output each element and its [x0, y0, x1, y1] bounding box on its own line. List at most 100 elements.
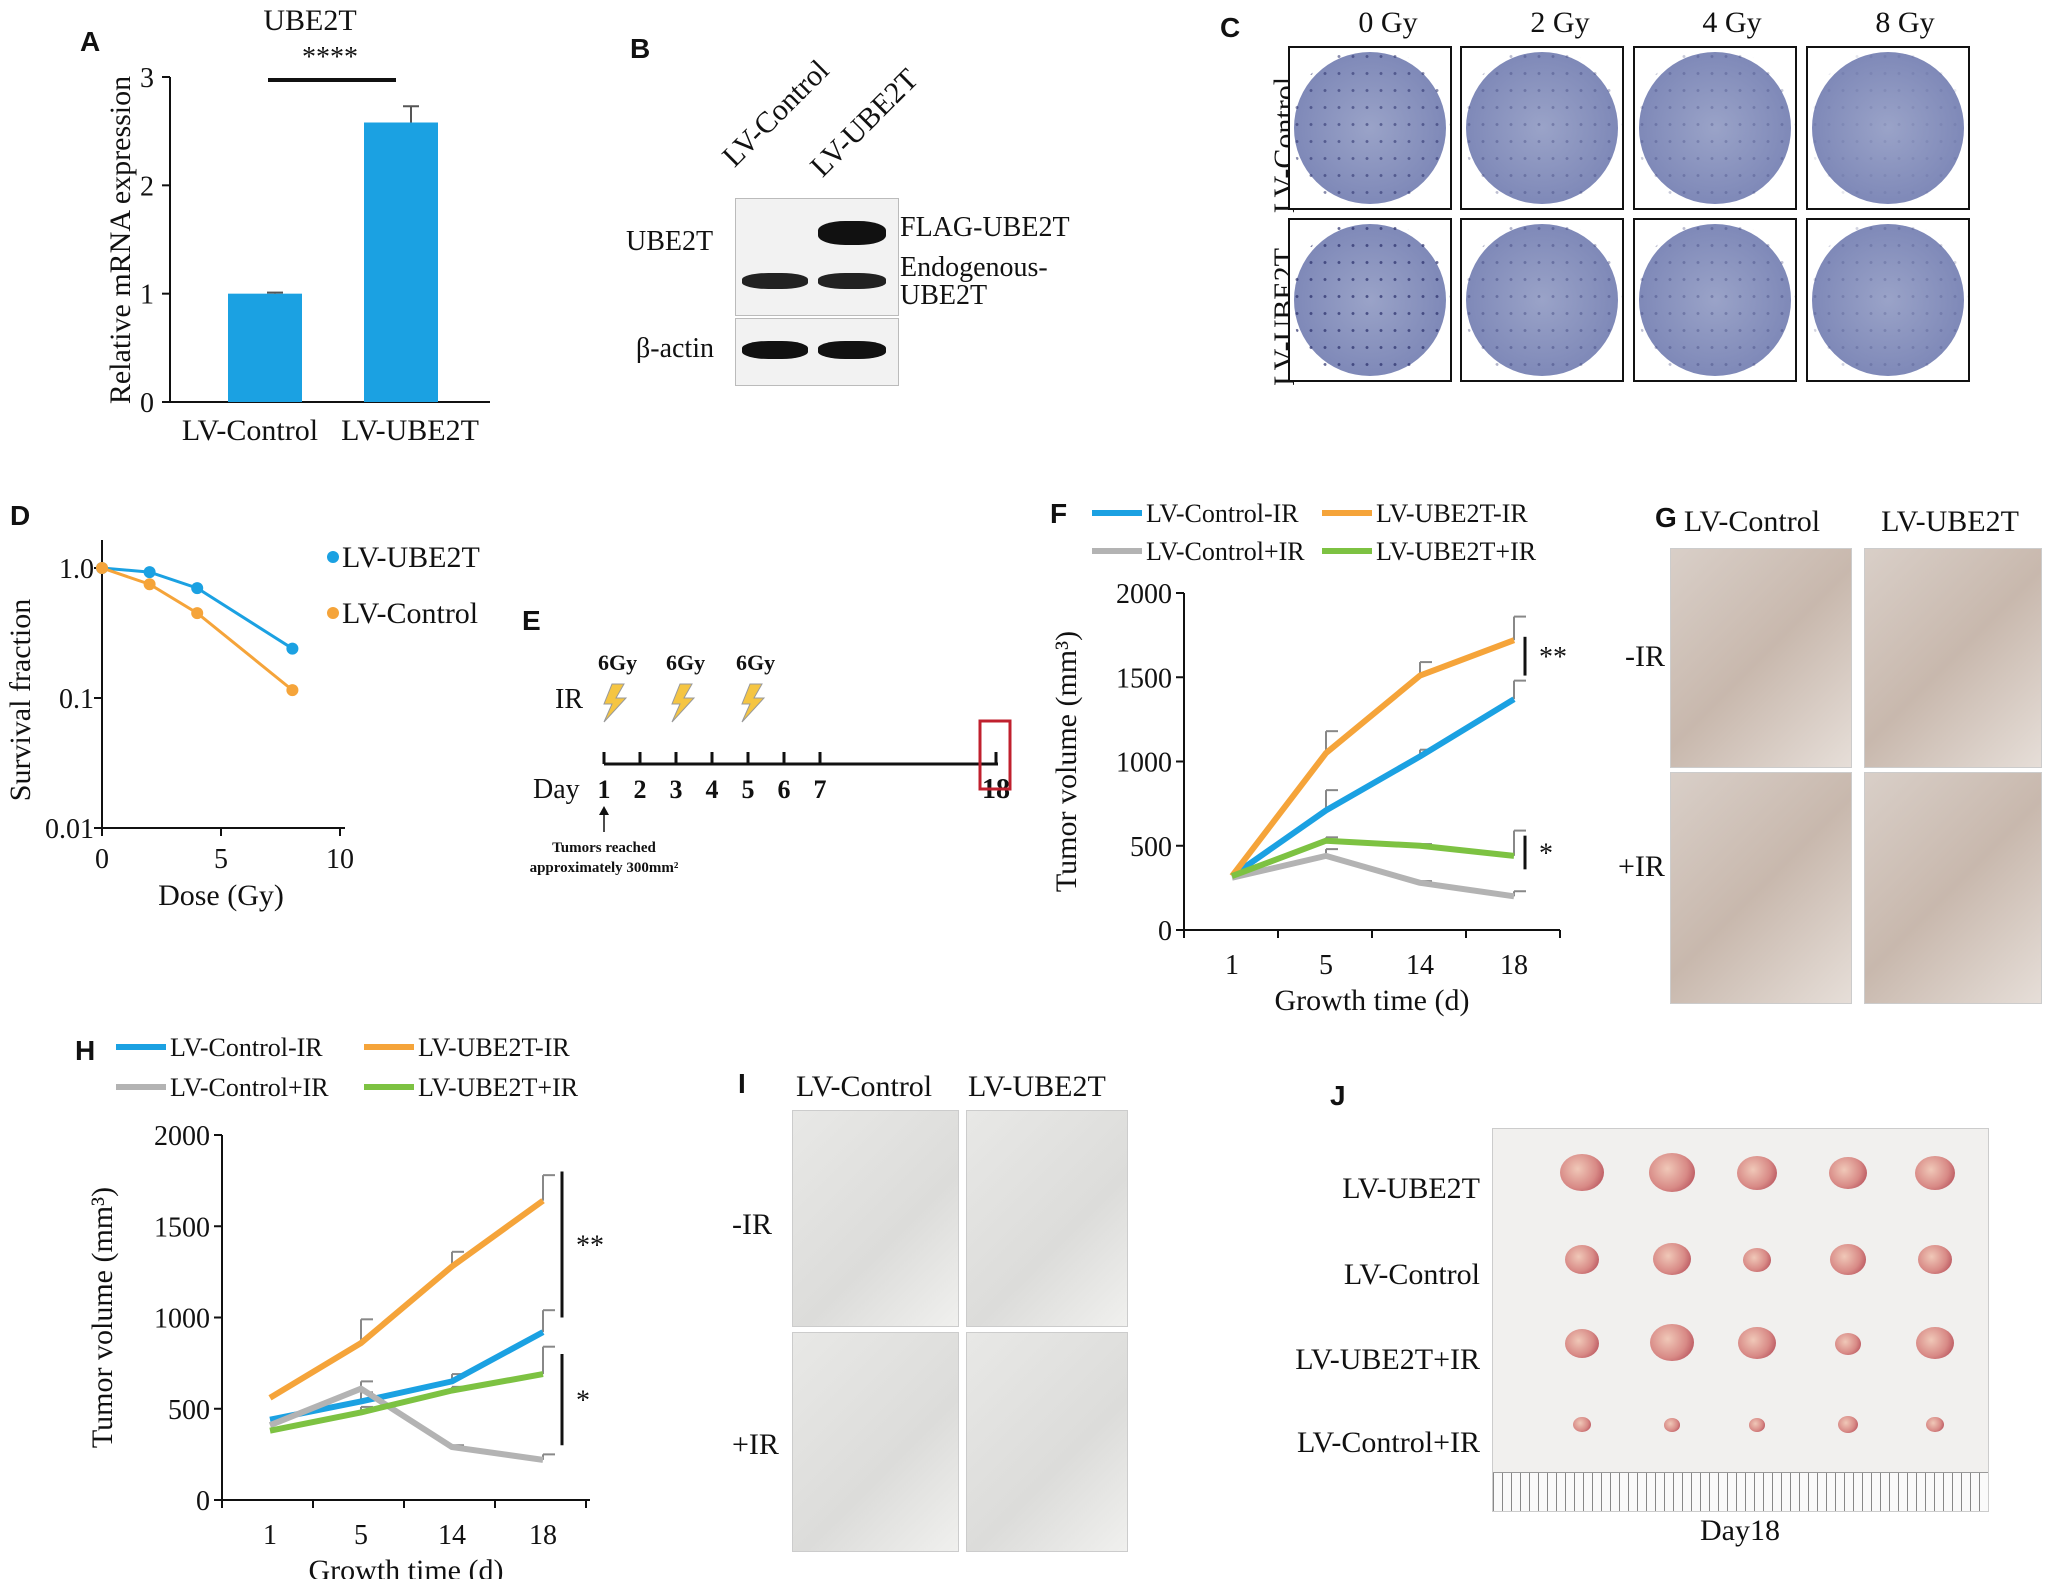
photo-i-ube2t-minus	[966, 1110, 1128, 1327]
i-col-control: LV-Control	[796, 1070, 933, 1103]
dose-4gy: 4 Gy	[1702, 6, 1762, 39]
tumor	[1835, 1333, 1861, 1356]
y-tick-label: 0	[140, 388, 154, 419]
data-point	[286, 684, 299, 697]
data-point	[191, 607, 204, 620]
series-line-3	[269, 1371, 544, 1434]
j-row-control-ir: LV-Control+IR	[1296, 1426, 1480, 1459]
panel-label-d: D	[10, 500, 31, 531]
data-point	[96, 562, 108, 574]
data-point	[143, 566, 156, 579]
panel-label-h: H	[75, 1035, 96, 1066]
y-tick-label: 1500	[154, 1212, 210, 1243]
dose-0gy: 0 Gy	[1358, 6, 1418, 39]
x-tick-label: 5	[1319, 950, 1333, 981]
photo-g-control-minus	[1670, 548, 1852, 768]
band-label-flag: FLAG-UBE2T	[900, 212, 1070, 243]
y-tick-label: 0.01	[45, 814, 94, 845]
panel-label-g: G	[1655, 502, 1677, 533]
x-tick-label: 14	[1406, 950, 1434, 981]
series-line-0	[101, 566, 294, 650]
photo-g-ube2t-minus	[1864, 548, 2042, 768]
tumor	[1573, 1417, 1591, 1433]
legend-marker	[327, 551, 339, 563]
y-tick-label: 0.1	[59, 684, 94, 715]
x-tick-label: 18	[1500, 950, 1528, 981]
y-axis-title: Tumor volume (mm³)	[1050, 631, 1083, 892]
tumor	[1560, 1154, 1604, 1192]
series-line-0	[1230, 696, 1516, 879]
band-endogenous-control	[742, 273, 808, 289]
x-axis-title: Growth time (d)	[309, 1554, 504, 1579]
band-actin-control	[742, 341, 808, 359]
bar-1	[364, 122, 438, 402]
y-tick-label: 500	[168, 1395, 210, 1426]
series-line-2	[1231, 852, 1515, 900]
chart-d: 1.0 0.1 0.010 5 10 LV-UBE2T LV-Control Dose (Gy…	[4, 540, 480, 912]
j-row-ube2t-ir: LV-UBE2T+IR	[1295, 1343, 1480, 1376]
g-col-ube2t: LV-UBE2T	[1881, 505, 2019, 538]
legend-label: LV-UBE2T+IR	[1376, 537, 1537, 566]
sig-marker: ****	[302, 42, 358, 73]
timeline-ticks: 1 2 3 4 5 6 7 18	[598, 752, 1010, 805]
dish-ube2t-8gy	[1806, 218, 1970, 382]
g-col-control: LV-Control	[1683, 505, 1821, 538]
panel-label-a: A	[80, 26, 101, 57]
chart-h: 0 500 1000 1500 2000 1 5 14 18 LV-Control-IR LV-UB…	[86, 1033, 604, 1579]
photo-g-control-plus	[1670, 772, 1852, 1004]
band-label-endo-1: Endogenous-	[900, 252, 1048, 283]
g-row-minus-ir: -IR	[1625, 640, 1665, 673]
y-tick-label: 1	[140, 280, 154, 311]
panel-label-i: I	[738, 1068, 746, 1099]
ir-dose-2: 6Gy	[666, 650, 705, 675]
panel-label-b: B	[630, 33, 651, 64]
x-axis-title: Dose (Gy)	[158, 879, 284, 912]
tumor	[1649, 1153, 1695, 1193]
legend-label: LV-Control+IR	[170, 1073, 329, 1102]
y-tick-label: 0	[1158, 916, 1172, 947]
j-row-ube2t: LV-UBE2T	[1342, 1172, 1480, 1205]
dish-control-8gy	[1806, 46, 1970, 210]
note-line-2: approximately 300mm²	[530, 860, 679, 876]
day18-highlight	[978, 719, 1012, 791]
ir-dose-1: 6Gy	[598, 650, 637, 675]
y-tick-label: 2	[140, 171, 154, 202]
y-tick-label: 2000	[154, 1121, 210, 1152]
timeline-e: IR 6Gy 6Gy 6Gy 1 2 3 4 5 6 7 18 Day Tumors reac…	[530, 650, 1012, 876]
photo-i-ube2t-plus	[966, 1332, 1128, 1552]
panel-label-e: E	[522, 605, 541, 636]
day-tick-label: 6	[778, 775, 791, 804]
blot-ube2t	[735, 198, 899, 316]
photo-j-tumors	[1492, 1128, 1989, 1512]
tumor	[1916, 1327, 1954, 1360]
data-point	[143, 578, 156, 591]
g-row-plus-ir: +IR	[1618, 850, 1665, 883]
legend-label: LV-UBE2T-IR	[1376, 499, 1528, 528]
lightning-icon	[603, 683, 628, 723]
legend-label: LV-Control-IR	[170, 1033, 323, 1062]
y-tick-label: 500	[1130, 832, 1172, 863]
legend-marker	[327, 607, 339, 619]
x-tick-label: LV-UBE2T	[341, 414, 479, 447]
band-flag-ube2t	[818, 221, 886, 245]
i-col-ube2t: LV-UBE2T	[968, 1070, 1106, 1103]
data-point	[286, 642, 299, 655]
tumor	[1915, 1156, 1955, 1190]
tumor	[1653, 1243, 1691, 1276]
tumor	[1650, 1324, 1694, 1362]
y-tick-label: 1500	[1116, 663, 1172, 694]
row-label-actin: β-actin	[636, 333, 714, 364]
note-line-1: Tumors reached	[552, 840, 656, 856]
x-tick-label: 1	[263, 1520, 277, 1551]
j-row-control: LV-Control	[1343, 1258, 1480, 1291]
chart-title: UBE2T	[263, 4, 356, 37]
dish-ube2t-2gy	[1460, 218, 1624, 382]
x-tick-label: 18	[529, 1520, 557, 1551]
x-tick-label: 10	[326, 844, 354, 875]
y-tick-label: 1.0	[59, 554, 94, 585]
x-tick-label: LV-Control	[182, 414, 318, 447]
dish-control-2gy	[1460, 46, 1624, 210]
j-footer: Day18	[1700, 1514, 1780, 1547]
ruler	[1493, 1472, 1988, 1511]
chart-a: UBE2T 0 1 2 3 LV-Control LV-UBE2T **** Relative …	[104, 4, 490, 447]
